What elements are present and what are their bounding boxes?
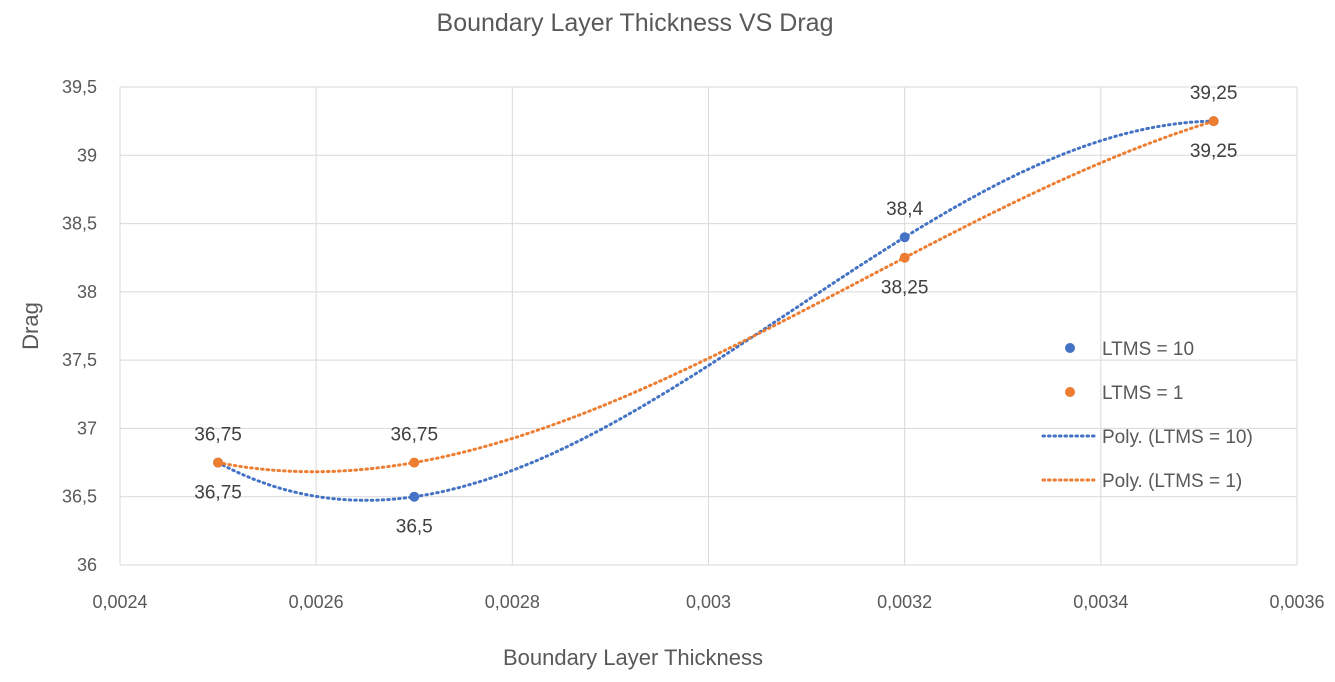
y-tick-label: 39 (77, 145, 97, 165)
data-label: 36,5 (396, 517, 433, 538)
y-axis-label: Drag (18, 302, 43, 350)
y-tick-label: 38 (77, 282, 97, 302)
data-label: 39,25 (1190, 141, 1238, 162)
trendline-0 (216, 119, 1216, 502)
data-point-series-1 (1208, 116, 1219, 127)
legend: LTMS = 10 LTMS = 1 Poly. (LTMS = 10) Poly. … (1041, 339, 1253, 492)
x-tick-label: 0,003 (686, 592, 731, 612)
y-tick-label: 38,5 (62, 214, 97, 234)
data-label: 38,4 (886, 199, 923, 220)
x-tick-label: 0,0028 (485, 592, 540, 612)
y-tick-label: 37,5 (62, 350, 97, 370)
x-tick-label: 0,0026 (289, 592, 344, 612)
legend-entry: LTMS = 10 (1102, 339, 1194, 360)
x-axis-label: Boundary Layer Thickness (503, 645, 763, 670)
x-tick-label: 0,0024 (92, 592, 147, 612)
y-tick-label: 36 (77, 555, 97, 575)
legend-entry: Poly. (LTMS = 10) (1102, 427, 1253, 448)
legend-marker (1065, 343, 1075, 353)
chart-title: Boundary Layer Thickness VS Drag (437, 9, 834, 37)
data-label: 38,25 (881, 278, 929, 299)
legend-marker (1065, 387, 1075, 397)
data-point-series-1 (899, 252, 910, 263)
data-points (213, 116, 1219, 502)
legend-entry: Poly. (LTMS = 1) (1102, 471, 1242, 492)
data-point-series-0 (899, 232, 910, 243)
x-tick-label: 0,0034 (1073, 592, 1128, 612)
gridlines (119, 86, 1298, 566)
data-label: 36,75 (390, 425, 438, 446)
data-point-series-1 (409, 457, 420, 468)
data-label: 39,25 (1190, 83, 1238, 104)
legend-entry: LTMS = 1 (1102, 383, 1183, 404)
tick-labels: 0,0024 0,0026 0,0028 0,003 0,0032 0,0034 0,003… (62, 77, 1325, 612)
y-tick-label: 37 (77, 418, 97, 438)
data-label: 36,75 (194, 425, 242, 446)
x-tick-label: 0,0036 (1269, 592, 1324, 612)
data-label: 36,75 (194, 483, 242, 504)
x-tick-label: 0,0032 (877, 592, 932, 612)
trendline-1 (216, 119, 1216, 474)
data-labels: 36,75 36,5 38,4 39,25 36,75 36,75 38,25 39,25 (194, 83, 1237, 538)
data-point-series-0 (409, 491, 420, 502)
y-tick-label: 39,5 (62, 77, 97, 97)
data-point-series-1 (213, 457, 224, 468)
y-tick-label: 36,5 (62, 487, 97, 507)
trendlines (216, 119, 1216, 502)
